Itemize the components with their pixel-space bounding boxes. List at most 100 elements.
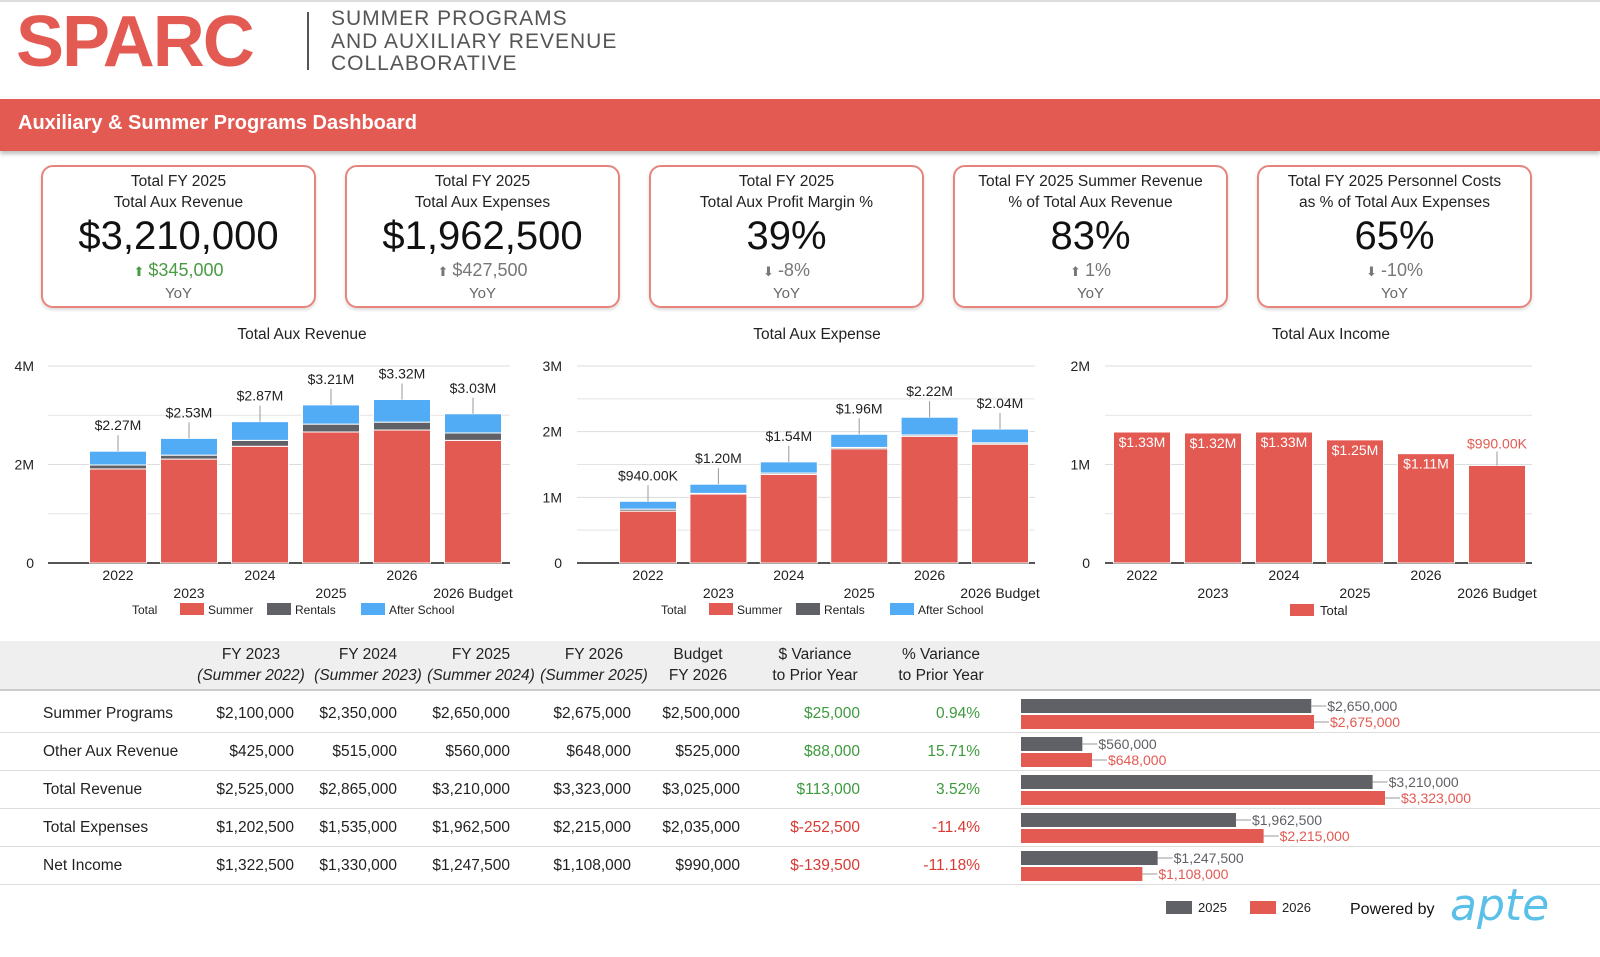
kpi-period: YoY [1077, 285, 1104, 302]
bar-rentals [89, 464, 147, 470]
y-tick-label: 4M [15, 358, 34, 374]
header-line: FY 2025 [451, 646, 511, 663]
kpi-title-line: Total FY 2025 [434, 173, 531, 190]
legend-label: After School [918, 603, 983, 617]
header-line: FY 2023 [221, 646, 281, 663]
table-cell: $1,322,500 [216, 857, 294, 874]
data-label: $3.21M [308, 371, 355, 387]
kpi-card: Total FY 2025 Personnel Costs as % of Tot… [1257, 165, 1532, 308]
legend-swatch [1166, 901, 1192, 914]
bar-2025 [1021, 699, 1312, 713]
bar-rentals [231, 439, 289, 447]
row-label: Net Income [43, 857, 123, 874]
data-label: $2.87M [237, 388, 284, 404]
kpi-delta: ⬇ -10% [1259, 259, 1530, 283]
tagline-line: SUMMER PROGRAMS [331, 7, 568, 30]
header-line: % Variance [901, 646, 981, 663]
x-tick-label: 2026 [914, 567, 945, 583]
x-tick-label: 2024 [773, 567, 804, 583]
kpi-title-line: Total Aux Profit Margin % [699, 194, 874, 211]
x-tick-label: 2023 [703, 585, 734, 601]
arrow-up-icon: ⬆ [133, 264, 145, 279]
table-row: Summer Programs $2,100,000 $2,350,000 $2,65… [0, 695, 1600, 733]
tagline-line: COLLABORATIVE [331, 52, 518, 75]
header-line: (Summer 2022) [197, 667, 305, 684]
apte-logo: apte [1450, 880, 1550, 931]
table-cell: $2,100,000 [216, 705, 294, 722]
table-cell: 15.71% [927, 743, 980, 760]
data-label: $1.32M [1190, 435, 1237, 451]
legend-label: Rentals [295, 603, 336, 617]
table-cell: $1,202,500 [216, 819, 294, 836]
data-label: $2.22M [906, 383, 953, 399]
data-label: $3.03M [450, 380, 497, 396]
kpi-delta: ⬇ -8% [651, 259, 922, 283]
bar-summer [160, 458, 218, 564]
data-label: $2.04M [977, 395, 1024, 411]
table-cell: $1,962,500 [432, 819, 510, 836]
y-tick-label: 1M [1071, 457, 1090, 473]
bar-summer [373, 429, 431, 564]
legend-title: Total [661, 603, 686, 617]
powered-by-label: Powered by [1350, 901, 1435, 918]
kpi-title-line: Total Aux Expenses [414, 194, 551, 211]
kpi-title: Total FY 2025 Total Aux Revenue [43, 171, 314, 213]
header-line: FY 2026 [668, 667, 728, 684]
legend-swatch [796, 603, 820, 615]
kpi-period: YoY [1381, 285, 1408, 302]
kpi-delta-value: $427,500 [452, 260, 528, 280]
legend-label: After School [389, 603, 454, 617]
table-cell: $2,215,000 [553, 819, 631, 836]
kpi-period: YoY [773, 285, 800, 302]
bar-value-label: $560,000 [1098, 736, 1157, 752]
comparison-bar-chart: $2,650,000$2,675,000 $560,000$648,000 $3,2… [1021, 698, 1471, 915]
y-tick-label: 0 [554, 555, 562, 571]
data-label: $1.25M [1332, 442, 1379, 458]
column-header: $ Variance to Prior Year [755, 644, 875, 686]
bar-summer [231, 445, 289, 564]
kpi-title: Total FY 2025 Total Aux Expenses [347, 171, 618, 213]
y-tick-label: 2M [15, 457, 34, 473]
table-cell: $648,000 [566, 743, 631, 760]
table-cell: $-139,500 [790, 857, 860, 874]
bar-after-school [971, 428, 1029, 444]
bar-summer [759, 473, 818, 564]
y-tick-label: 0 [26, 555, 34, 571]
header-line: (Summer 2024) [427, 667, 535, 684]
kpi-title: Total FY 2025 Summer Revenue % of Total A… [955, 171, 1226, 213]
bar-2026 [1021, 715, 1315, 729]
x-tick-label: 2024 [1268, 567, 1299, 583]
column-header: FY 2026 (Summer 2025) [534, 644, 654, 686]
data-label: $1.33M [1261, 434, 1308, 450]
bar-value-label: $2,675,000 [1330, 714, 1400, 730]
table-cell: $525,000 [675, 743, 740, 760]
bar-after-school [302, 404, 360, 425]
legend-swatch [1290, 604, 1314, 616]
x-tick-label: 2026 Budget [960, 585, 1040, 601]
data-label: $1.33M [1119, 434, 1166, 450]
table-cell: $2,650,000 [432, 705, 510, 722]
bar-total [1326, 439, 1384, 564]
bar-summer [900, 435, 959, 564]
data-label: $1.54M [765, 428, 812, 444]
arrow-down-icon: ⬇ [763, 264, 774, 279]
table-cell: $2,675,000 [553, 705, 631, 722]
x-tick-label: 2026 Budget [433, 585, 513, 601]
kpi-delta-value: -10% [1380, 260, 1423, 280]
arrow-up-icon: ⬆ [1070, 264, 1081, 279]
top-border [0, 0, 1600, 2]
sparc-logo: SPARC [16, 2, 255, 82]
y-tick-label: 2M [543, 424, 562, 440]
bar-2025 [1021, 851, 1158, 865]
table-cell: $25,000 [803, 705, 860, 722]
bar-total [1397, 453, 1455, 564]
x-tick-label: 2023 [1197, 585, 1228, 601]
chart-title: Total Aux Expense [753, 326, 881, 343]
x-tick-label: 2022 [102, 567, 133, 583]
header-line: FY 2026 [564, 646, 624, 663]
table-cell: $990,000 [675, 857, 740, 874]
legend-swatch [180, 603, 204, 615]
row-label: Total Revenue [43, 781, 143, 798]
y-tick-label: 3M [543, 358, 562, 374]
bar-summer [444, 439, 502, 564]
